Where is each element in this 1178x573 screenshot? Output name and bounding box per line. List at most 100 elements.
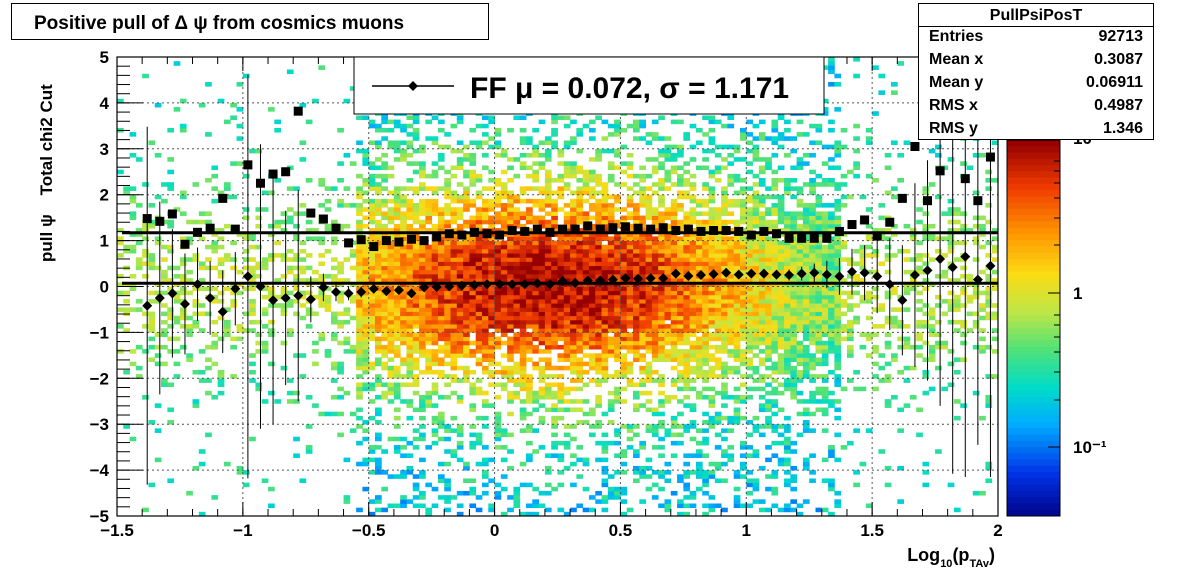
heat-cell xyxy=(626,186,634,191)
heat-cell xyxy=(570,369,577,375)
heat-cell xyxy=(702,290,709,296)
heat-cell xyxy=(463,286,470,292)
heat-cell xyxy=(437,424,445,429)
heat-cell xyxy=(595,207,602,212)
heat-cell xyxy=(607,344,615,350)
heat-cell xyxy=(544,294,552,300)
heat-cell xyxy=(406,186,414,191)
heat-cell xyxy=(570,215,577,221)
heat-cell xyxy=(733,311,741,317)
heat-cell xyxy=(689,495,697,500)
heat-cell xyxy=(375,182,382,187)
heat-cell xyxy=(576,236,584,241)
heat-cell xyxy=(544,315,552,321)
heat-cell xyxy=(607,273,615,279)
heat-cell xyxy=(544,194,552,200)
heat-cell xyxy=(375,198,382,204)
heat-cell xyxy=(551,144,558,150)
heat-cell xyxy=(526,315,533,321)
heat-cell xyxy=(293,273,300,279)
heat-cell xyxy=(129,132,137,137)
heat-cell xyxy=(570,319,577,325)
heat-cell xyxy=(620,169,628,175)
heat-cell xyxy=(790,223,798,229)
heat-cell xyxy=(425,349,433,354)
heat-cell xyxy=(507,336,514,342)
heat-cell xyxy=(343,223,351,229)
heat-cell xyxy=(645,157,653,162)
heat-cell xyxy=(714,307,722,312)
heat-cell xyxy=(469,223,477,229)
heat-cell xyxy=(148,219,156,225)
heat-cell xyxy=(494,273,502,279)
heat-cell xyxy=(362,148,370,154)
heat-cell xyxy=(689,353,697,358)
heat-cell xyxy=(299,140,307,146)
heat-cell xyxy=(802,261,810,267)
heat-cell xyxy=(551,211,558,216)
heat-cell xyxy=(393,299,401,304)
heat-cell xyxy=(343,98,351,104)
heat-cell xyxy=(337,324,344,329)
heat-cell xyxy=(633,303,640,308)
heat-cell xyxy=(362,278,370,283)
heat-cell xyxy=(601,236,609,241)
heat-cell xyxy=(620,470,628,475)
heat-cell xyxy=(255,215,263,221)
heat-cell xyxy=(752,328,760,333)
heat-cell xyxy=(393,415,401,421)
heat-cell xyxy=(739,244,747,250)
heat-cell xyxy=(456,490,464,496)
heat-cell xyxy=(721,273,728,279)
heat-cell xyxy=(746,299,753,304)
heat-cell xyxy=(280,290,288,296)
heat-cell xyxy=(658,349,665,354)
heat-cell xyxy=(777,278,785,283)
heat-cell xyxy=(494,315,502,321)
heat-cell xyxy=(431,140,439,146)
heat-cell xyxy=(318,178,326,183)
heat-cell xyxy=(393,315,401,321)
heat-cell xyxy=(802,361,810,367)
heat-cell xyxy=(431,253,439,258)
heat-cell xyxy=(538,365,546,371)
heat-cell xyxy=(538,203,546,208)
heat-cell xyxy=(179,236,187,241)
heat-cell xyxy=(658,198,665,204)
heat-cell xyxy=(242,173,250,179)
heat-cell xyxy=(274,253,282,258)
heat-cell xyxy=(362,461,370,467)
heat-cell xyxy=(620,207,628,212)
heat-cell xyxy=(677,353,684,358)
heat-cell xyxy=(356,232,363,237)
heat-cell xyxy=(456,336,464,342)
heat-cell xyxy=(802,211,810,216)
heat-cell xyxy=(223,194,231,200)
heat-cell xyxy=(714,365,722,371)
heat-cell xyxy=(538,357,546,363)
heat-cell xyxy=(242,236,250,241)
heat-cell xyxy=(538,332,546,337)
heat-cell xyxy=(117,98,124,104)
heat-cell xyxy=(387,365,395,371)
heat-cell xyxy=(677,173,684,179)
heat-cell xyxy=(777,299,785,304)
heat-cell xyxy=(255,349,263,354)
heat-cell xyxy=(412,257,420,262)
heat-cell xyxy=(444,424,451,429)
heat-cell xyxy=(576,278,584,283)
heat-cell xyxy=(714,211,722,216)
heat-cell xyxy=(695,344,703,350)
heat-cell xyxy=(286,390,294,396)
heat-cell xyxy=(268,390,275,396)
heat-cell xyxy=(727,457,735,463)
heat-cell xyxy=(790,290,798,296)
heat-cell xyxy=(551,286,558,292)
heat-cell xyxy=(488,353,495,358)
heat-cell xyxy=(123,424,130,429)
heat-cell xyxy=(601,286,609,292)
heat-cell xyxy=(463,365,470,371)
heat-cell xyxy=(771,411,779,417)
heat-cell xyxy=(689,248,697,254)
heat-cell xyxy=(400,278,407,283)
